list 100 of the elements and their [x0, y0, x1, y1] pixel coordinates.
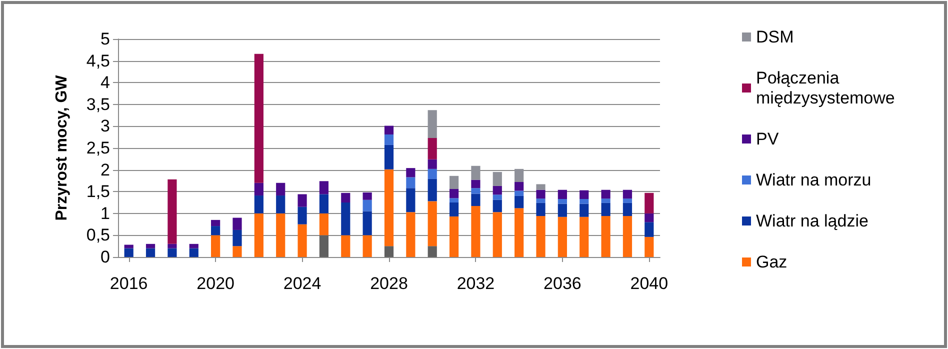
y-tick-label: 4,5	[86, 51, 110, 70]
bar	[319, 213, 329, 236]
bar	[471, 166, 480, 180]
y-tick-label: 3,5	[86, 94, 110, 114]
bar	[168, 248, 177, 257]
bar	[341, 192, 350, 202]
bar	[406, 188, 416, 212]
bar	[254, 182, 264, 196]
bar	[622, 190, 632, 199]
bar	[341, 235, 350, 257]
legend-label: DSM	[756, 28, 794, 46]
bar	[232, 230, 242, 246]
bar	[406, 177, 416, 188]
legend-label: Wiatr na morzu	[756, 170, 872, 190]
bar	[298, 194, 307, 207]
bar	[428, 110, 437, 138]
bar	[362, 200, 372, 212]
bar	[384, 246, 394, 257]
bar	[428, 159, 437, 169]
bar	[536, 202, 546, 216]
bar	[471, 188, 480, 194]
y-tick-label: 0,5	[86, 226, 110, 245]
bar	[644, 222, 654, 237]
bar	[536, 216, 546, 257]
legend-label: Połączenia międzysystemowe	[756, 68, 895, 108]
bar	[319, 181, 329, 194]
bar	[449, 216, 459, 257]
bar	[319, 235, 329, 257]
legend-label: Wiatr na lądzie	[756, 212, 868, 230]
bar	[428, 246, 437, 257]
bar	[492, 194, 502, 200]
y-tick-label: 1,5	[86, 182, 110, 202]
bar	[146, 248, 156, 257]
y-tick-label: 5	[100, 30, 110, 48]
bar	[384, 126, 394, 134]
y-tick-label: 4	[100, 73, 110, 92]
bar	[644, 192, 654, 214]
bar	[254, 213, 264, 257]
bar	[254, 196, 264, 214]
legend-label: PV	[756, 130, 780, 148]
bar	[211, 235, 220, 257]
bar	[580, 204, 589, 217]
bar	[362, 192, 372, 200]
bar	[601, 190, 610, 199]
bar	[384, 134, 394, 145]
bar	[492, 186, 502, 195]
x-tick-label: 2020	[196, 274, 234, 293]
y-tick-label: 1	[100, 204, 110, 223]
bar	[341, 202, 350, 236]
bar	[211, 226, 220, 236]
bar	[558, 190, 567, 200]
bar	[298, 206, 307, 224]
bar	[428, 168, 437, 179]
bar	[384, 169, 394, 246]
y-axis-title: Przyrost mocy, GW	[54, 74, 70, 221]
bar	[601, 216, 610, 257]
bar	[211, 220, 220, 226]
bar	[622, 198, 632, 203]
bar	[601, 198, 610, 203]
legend-label: Gaz	[756, 252, 788, 272]
bar	[601, 202, 610, 216]
bar	[558, 204, 567, 217]
bar	[146, 244, 156, 248]
bar	[580, 216, 589, 257]
bar	[471, 194, 480, 206]
bar	[536, 198, 546, 203]
bar	[232, 218, 242, 230]
bar	[514, 196, 524, 208]
bar	[384, 144, 394, 170]
bar	[492, 172, 502, 186]
bar	[276, 182, 286, 196]
bar	[492, 212, 502, 257]
x-tick-label: 2028	[370, 274, 408, 293]
bar	[471, 180, 480, 188]
bar	[644, 236, 654, 257]
bar	[276, 213, 286, 257]
bar	[536, 184, 546, 190]
y-tick-label: 3	[100, 116, 110, 136]
bar	[189, 248, 198, 257]
bar	[124, 244, 134, 248]
bar	[449, 188, 459, 198]
bar	[514, 190, 524, 196]
bar	[428, 178, 437, 202]
bar	[428, 201, 437, 246]
bar	[536, 190, 546, 199]
bar	[580, 190, 589, 200]
bar	[580, 199, 589, 204]
x-tick-label: 2024	[283, 274, 322, 293]
bar	[168, 179, 177, 244]
bar	[644, 213, 654, 222]
bar	[514, 182, 524, 191]
x-tick-label: 2032	[456, 274, 495, 293]
bar	[124, 248, 134, 257]
bar	[514, 168, 524, 182]
bar	[232, 246, 242, 257]
x-tick-label: 2040	[630, 274, 668, 293]
x-tick-label: 2036	[544, 274, 582, 293]
y-tick-label: 2	[100, 160, 110, 180]
bar	[168, 244, 177, 248]
bar	[276, 196, 286, 214]
